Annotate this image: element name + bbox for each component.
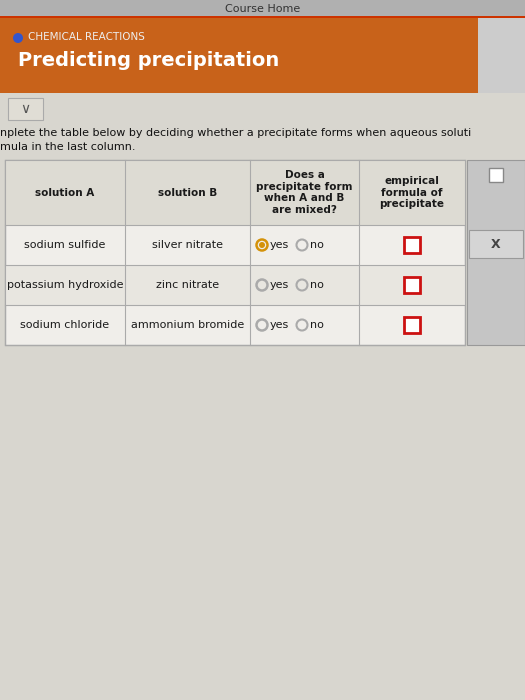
Text: sodium chloride: sodium chloride: [20, 320, 110, 330]
Text: yes: yes: [270, 320, 289, 330]
Bar: [8, 98, 43, 120]
Text: ∨: ∨: [20, 102, 30, 116]
Text: mula in the last column.: mula in the last column.: [0, 142, 135, 152]
Bar: [5, 265, 465, 305]
Bar: [0, 18, 478, 93]
Bar: [469, 230, 523, 258]
Text: yes: yes: [270, 280, 289, 290]
Text: Course Home: Course Home: [225, 4, 300, 14]
Bar: [467, 160, 525, 345]
Bar: [0, 16, 525, 18]
Circle shape: [13, 33, 23, 43]
Text: sodium sulfide: sodium sulfide: [24, 240, 106, 250]
Circle shape: [259, 242, 265, 248]
Bar: [5, 160, 465, 345]
Text: no: no: [310, 280, 324, 290]
Bar: [404, 277, 420, 293]
Text: Does a
precipitate form
when A and B
are mixed?: Does a precipitate form when A and B are…: [256, 170, 353, 215]
Bar: [404, 237, 420, 253]
Text: silver nitrate: silver nitrate: [152, 240, 223, 250]
Text: zinc nitrate: zinc nitrate: [156, 280, 219, 290]
Text: no: no: [310, 320, 324, 330]
Bar: [489, 168, 503, 182]
Text: yes: yes: [270, 240, 289, 250]
Bar: [0, 93, 525, 700]
Bar: [404, 317, 420, 333]
Text: solution B: solution B: [158, 188, 217, 197]
Text: nplete the table below by deciding whether a precipitate forms when aqueous solu: nplete the table below by deciding wheth…: [0, 128, 471, 138]
Bar: [0, 0, 525, 18]
Text: no: no: [310, 240, 324, 250]
Text: Predicting precipitation: Predicting precipitation: [18, 51, 279, 70]
Bar: [5, 160, 465, 225]
Text: solution A: solution A: [35, 188, 94, 197]
Text: potassium hydroxide: potassium hydroxide: [7, 280, 123, 290]
Text: X: X: [491, 237, 501, 251]
Text: ammonium bromide: ammonium bromide: [131, 320, 244, 330]
Text: empirical
formula of
precipitate: empirical formula of precipitate: [380, 176, 445, 209]
Text: CHEMICAL REACTIONS: CHEMICAL REACTIONS: [28, 32, 145, 42]
